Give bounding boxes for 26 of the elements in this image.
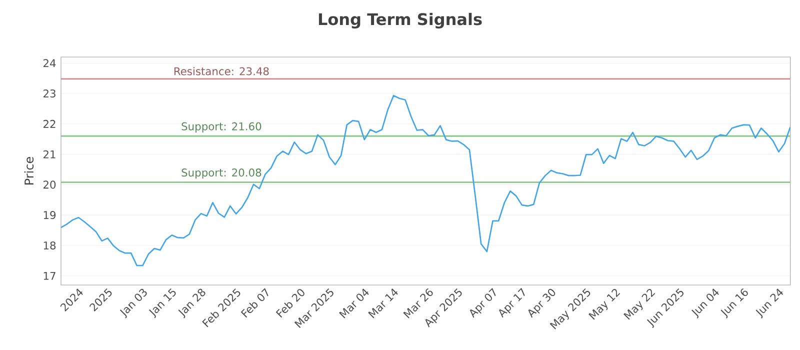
y-tick-label: 17 (44, 272, 56, 280)
ref-line-label: Support: 20.08 (182, 168, 262, 179)
y-axis-title: Price (24, 156, 34, 184)
x-tick-label: Jun 16 (720, 288, 748, 319)
x-tick-label: Apr 17 (499, 288, 525, 318)
y-tick-label: 20 (43, 180, 56, 189)
y-tick-label: 19 (44, 211, 56, 220)
ref-line-label: Resistance: 23.48 (174, 67, 269, 76)
x-tick-label: Jun 04 (692, 288, 719, 319)
ref-line-label: Support: 21.60 (182, 122, 262, 132)
chart-title: Long Term Signals (318, 12, 482, 28)
line-series (61, 94, 790, 266)
x-tick-label: Jan 03 (120, 288, 147, 318)
y-tick-label: 21 (43, 150, 56, 158)
x-tick-label: Jan 15 (148, 288, 176, 318)
x-tick-label: Jun 24 (756, 288, 784, 319)
y-tick-label: 24 (43, 59, 56, 68)
x-tick-label: Mar 14 (368, 288, 398, 318)
x-tick-label: Apr 07 (470, 288, 496, 318)
x-tick-label: Feb 07 (240, 288, 268, 318)
x-tick-label: Apr 30 (528, 288, 556, 318)
x-tick-label: Jan 28 (178, 288, 206, 318)
y-tick-label: 18 (44, 241, 56, 250)
x-tick-label: Mar 04 (339, 288, 369, 318)
y-tick-label: 23 (43, 89, 56, 98)
y-tick-label: 22 (43, 120, 56, 128)
